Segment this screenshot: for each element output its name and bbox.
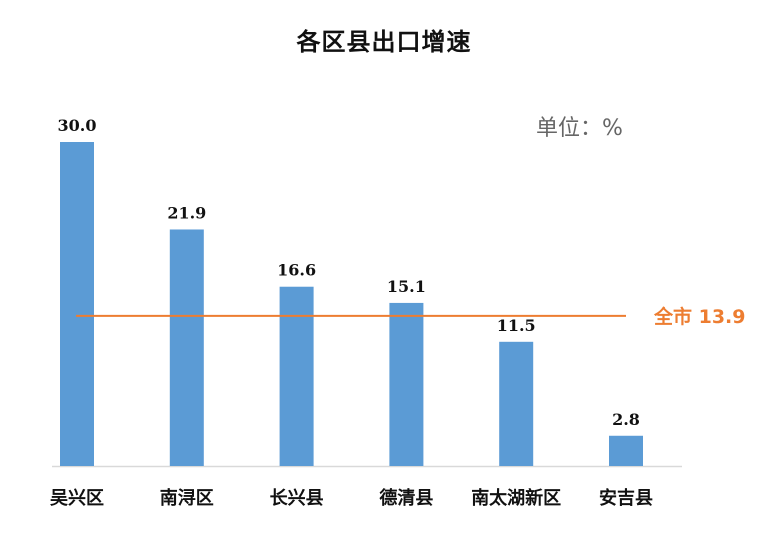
bar xyxy=(389,302,424,466)
x-tick-label: 安吉县 xyxy=(599,487,653,509)
data-label: 2.8 xyxy=(612,410,640,429)
x-tick-label: 南浔区 xyxy=(160,487,214,509)
data-label: 15.1 xyxy=(387,277,426,296)
x-tick-label: 德清县 xyxy=(379,487,433,509)
bar xyxy=(609,435,643,466)
x-tick-label: 南太湖新区 xyxy=(471,487,561,509)
data-label: 16.6 xyxy=(277,261,316,280)
bar xyxy=(169,229,204,466)
bar xyxy=(499,341,534,466)
bar xyxy=(60,142,94,466)
x-tick-label: 长兴县 xyxy=(270,488,324,509)
data-label: 30.0 xyxy=(58,116,97,135)
data-label: 11.5 xyxy=(497,316,536,335)
x-tick-label: 吴兴区 xyxy=(50,488,104,509)
unit-label: 单位：% xyxy=(536,116,623,141)
bar xyxy=(279,286,314,466)
chart-title: 各区县出口增速 xyxy=(296,28,472,56)
reference-line-label: 全市 13.9 xyxy=(653,305,746,328)
data-label: 21.9 xyxy=(167,203,206,222)
